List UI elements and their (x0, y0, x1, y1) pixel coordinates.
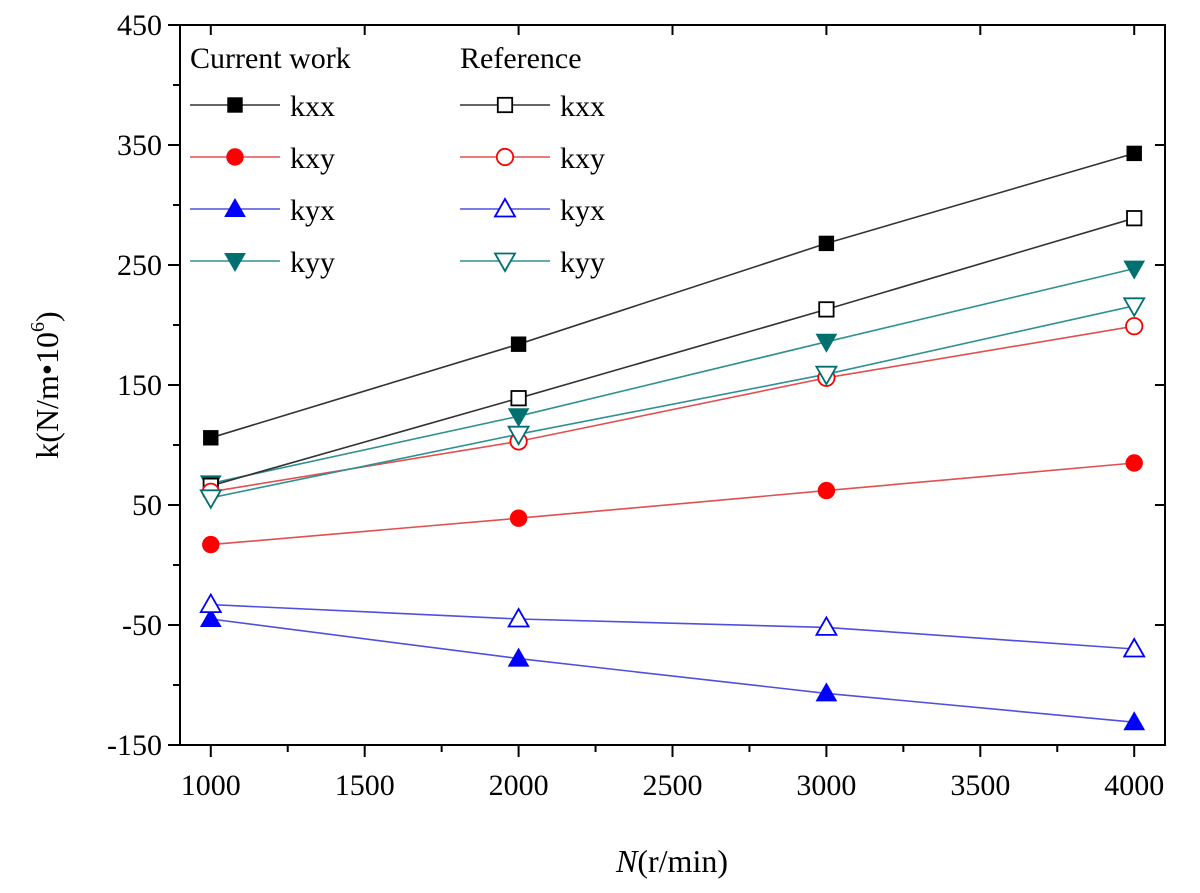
series-line-current-work-kxx (210, 152, 1135, 439)
data-point-current-work-kyy-2 (815, 333, 838, 353)
legend-marker-reference-kxx (496, 96, 514, 114)
series-line-current-work-kxy (210, 462, 1135, 546)
data-point-reference-kyy-0 (199, 489, 223, 510)
legend-marker-reference-kyy (493, 252, 517, 273)
data-point-current-work-kxy-2 (817, 481, 836, 500)
data-point-reference-kyx-0 (199, 592, 223, 613)
data-point-current-work-kyy-1 (507, 408, 530, 428)
data-point-reference-kyx-3 (1122, 637, 1146, 658)
y-tick-label: -50 (122, 609, 162, 642)
x-tick-label: 3500 (950, 769, 1010, 802)
legend-marker-current-work-kyx (224, 197, 246, 217)
legend-label-current-work-kyy: kyy (290, 246, 335, 279)
plot-frame (179, 24, 1166, 746)
legend-label-current-work-kxy: kxy (290, 142, 335, 175)
series-lines (210, 152, 1135, 723)
series-line-reference-kxy (210, 325, 1135, 493)
series-line-reference-kyy (210, 305, 1135, 499)
data-point-reference-kxy-3 (1125, 317, 1144, 336)
x-tick-label: 1500 (335, 769, 395, 802)
x-tick-label: 2000 (489, 769, 549, 802)
legend-label-reference-kyy: kyy (560, 246, 605, 279)
data-point-current-work-kyx-2 (815, 682, 838, 702)
x-tick-label: 2500 (643, 769, 703, 802)
x-axis-title: N(r/min) (615, 843, 728, 879)
data-point-current-work-kxy-1 (509, 509, 528, 527)
series-line-current-work-kyy (210, 267, 1135, 485)
y-tick-label: 150 (117, 369, 162, 402)
y-tick-label: 250 (117, 249, 162, 282)
legend-marker-reference-kyx (493, 197, 517, 218)
series-line-reference-kxx (210, 217, 1135, 487)
data-point-current-work-kxx-2 (818, 235, 835, 252)
data-point-reference-kxx-1 (510, 390, 527, 407)
legend: Current work kxx kxy kyx kyy Reference kxx kxy k… (190, 42, 605, 279)
y-axis-title-sup: 6 (27, 322, 49, 332)
x-tick-label: 1000 (181, 769, 241, 802)
series-line-reference-kyx (210, 603, 1135, 650)
x-tick-label: 4000 (1104, 769, 1164, 802)
data-point-reference-kyy-2 (814, 365, 838, 387)
legend-marker-current-work-kyy (224, 253, 246, 273)
y-tick-label: 50 (132, 489, 162, 522)
y-tick-label: -150 (107, 729, 162, 762)
y-axis-title: k(N/m•106) (27, 311, 65, 458)
series-line-current-work-kyx (210, 618, 1135, 723)
data-point-reference-kxx-3 (1126, 210, 1143, 227)
legend-label-current-work-kxx: kxx (290, 90, 335, 123)
data-point-reference-kyy-1 (507, 425, 531, 447)
data-point-current-work-kxy-0 (202, 535, 220, 554)
data-point-reference-kxx-2 (818, 301, 835, 318)
data-point-reference-kyx-2 (814, 615, 838, 636)
data-point-current-work-kyy-3 (1123, 260, 1146, 280)
data-point-reference-kyx-1 (507, 607, 531, 628)
data-point-current-work-kxx-0 (203, 430, 219, 446)
legend-marker-reference-kxy (495, 147, 515, 167)
legend-marker-current-work-kxx (227, 97, 243, 113)
y-tick-label: 350 (117, 129, 162, 162)
legend-group-title-current-work: Current work (190, 42, 351, 75)
data-point-current-work-kyx-1 (507, 647, 530, 667)
axis-tick-labels: 1000 1500 2000 2500 3000 3500 4000 -150 -50 50 150… (107, 9, 1164, 802)
legend-group-title-reference: Reference (460, 42, 582, 75)
data-point-current-work-kxx-1 (510, 336, 527, 352)
data-point-current-work-kyx-3 (1123, 711, 1146, 731)
axis-ticks (168, 24, 1165, 757)
data-point-current-work-kyx-0 (199, 607, 222, 627)
data-point-current-work-kxy-3 (1125, 454, 1143, 472)
y-axis-title-close: ) (29, 311, 65, 322)
series-markers (199, 145, 1146, 731)
legend-label-current-work-kyx: kyx (290, 194, 335, 227)
data-point-reference-kyy-3 (1122, 297, 1146, 318)
legend-marker-current-work-kxy (226, 148, 244, 166)
legend-label-reference-kxy: kxy (560, 142, 605, 175)
legend-label-reference-kxx: kxx (560, 90, 605, 123)
x-tick-label: 3000 (796, 769, 856, 802)
legend-label-reference-kyx: kyx (560, 194, 605, 227)
x-axis-title-italic: N (615, 843, 639, 879)
x-axis-title-rest: (r/min) (637, 843, 728, 879)
y-axis-title-base: k(N/m•10 (29, 332, 65, 459)
data-point-current-work-kxx-3 (1126, 145, 1142, 162)
y-tick-label: 450 (117, 9, 162, 42)
